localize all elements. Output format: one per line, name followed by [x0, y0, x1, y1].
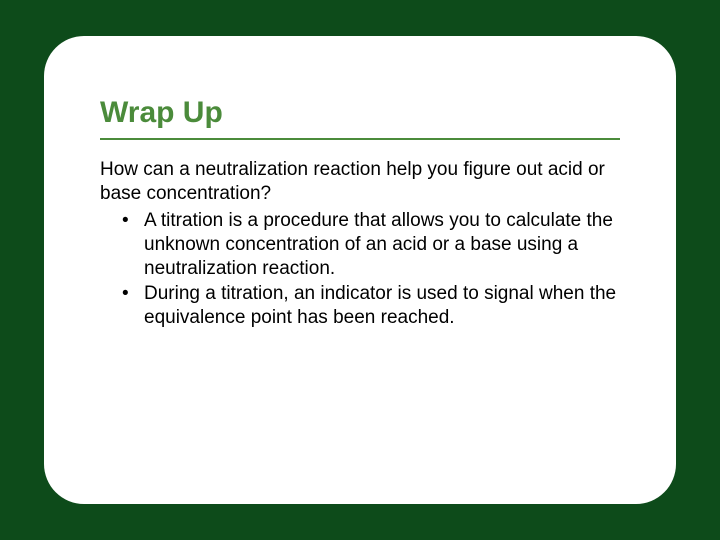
slide-title: Wrap Up: [100, 96, 620, 130]
first-slide-icon[interactable]: [608, 480, 622, 492]
prev-slide-icon[interactable]: [630, 480, 642, 492]
list-item: A titration is a procedure that allows y…: [120, 209, 620, 282]
slide-question: How can a neutralization reaction help y…: [100, 158, 620, 207]
content-card: Wrap Up How can a neutralization reactio…: [44, 36, 676, 504]
next-slide-icon[interactable]: [650, 480, 662, 492]
list-item: During a titration, an indicator is used…: [120, 282, 620, 331]
bullet-list: A titration is a procedure that allows y…: [100, 209, 620, 331]
title-divider: [100, 138, 620, 140]
slide-frame: Wrap Up How can a neutralization reactio…: [0, 0, 720, 540]
nav-controls: [608, 480, 662, 492]
